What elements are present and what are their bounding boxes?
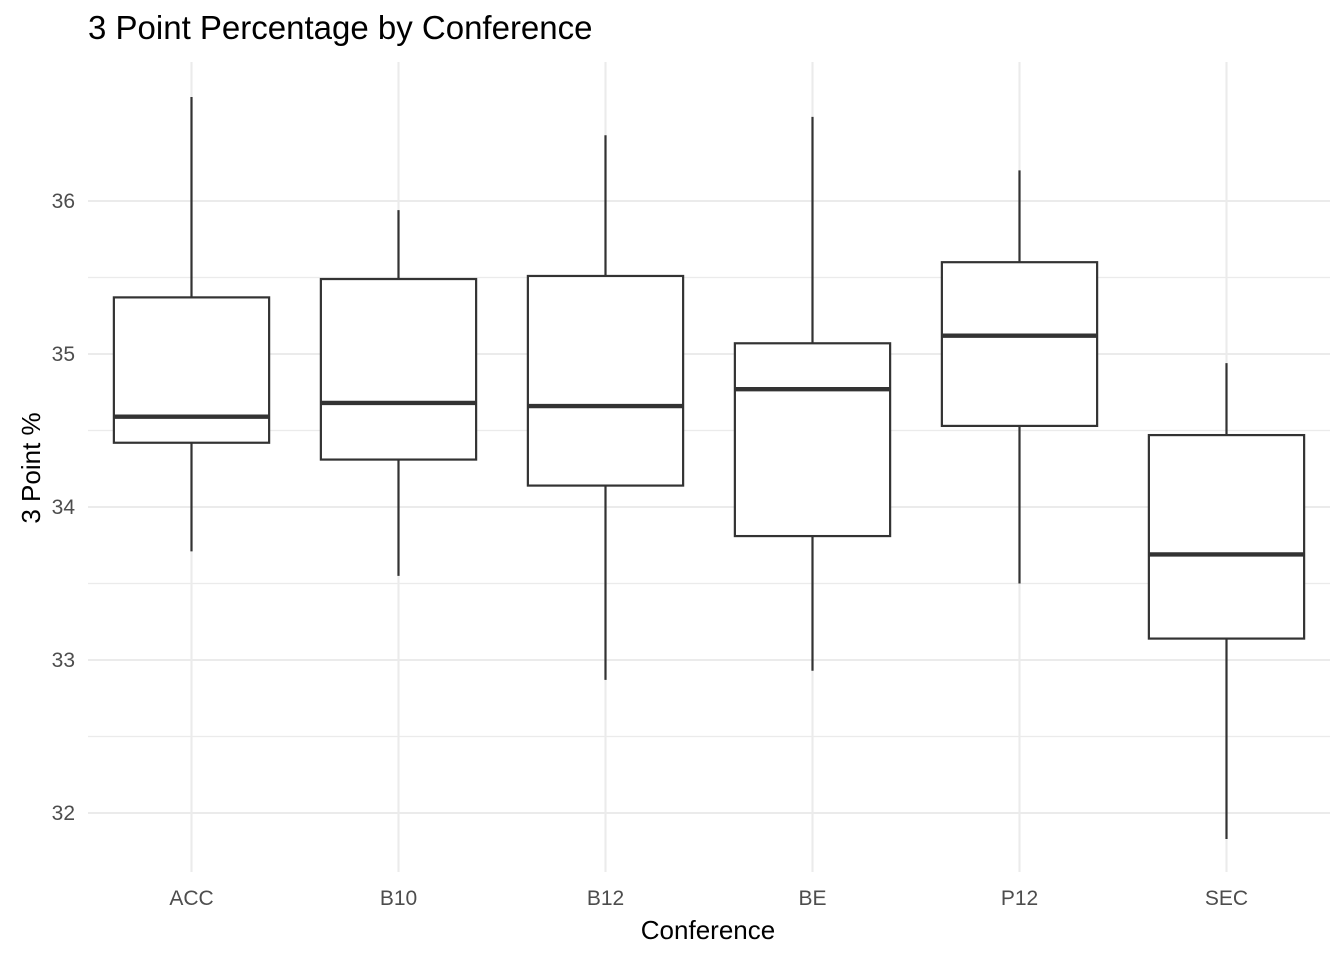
chart-title: 3 Point Percentage by Conference — [88, 9, 593, 46]
box-be — [733, 116, 892, 671]
box-p12 — [940, 170, 1099, 584]
iqr-box — [526, 274, 685, 487]
y-tick-label: 33 — [52, 649, 75, 672]
y-tick-label: 34 — [52, 496, 76, 519]
iqr-box — [1147, 433, 1306, 640]
x-axis-tick-labels: ACC B10 B12 BE P12 SEC — [169, 887, 1248, 910]
box-b12 — [526, 135, 685, 680]
x-axis-title: Conference — [641, 915, 775, 945]
box-acc — [112, 96, 271, 552]
iqr-box — [112, 296, 271, 444]
y-tick-label: 32 — [52, 802, 75, 825]
x-tick-label: SEC — [1205, 887, 1248, 910]
x-tick-label: P12 — [1001, 887, 1038, 910]
y-axis-tick-labels: 32 33 34 35 36 — [52, 190, 76, 825]
y-tick-label: 35 — [52, 343, 75, 366]
iqr-box — [940, 261, 1099, 428]
iqr-box — [733, 342, 892, 538]
x-tick-label: BE — [798, 887, 826, 910]
box-b10 — [319, 210, 478, 576]
y-tick-label: 36 — [52, 190, 75, 213]
iqr-box — [319, 277, 478, 461]
x-tick-label: B10 — [380, 887, 417, 910]
boxplot-series — [112, 96, 1306, 840]
x-tick-label: B12 — [587, 887, 624, 910]
y-axis-title: 3 Point % — [16, 412, 46, 523]
x-tick-label: ACC — [169, 887, 213, 910]
gridlines — [88, 62, 1330, 872]
box-sec — [1147, 363, 1306, 840]
